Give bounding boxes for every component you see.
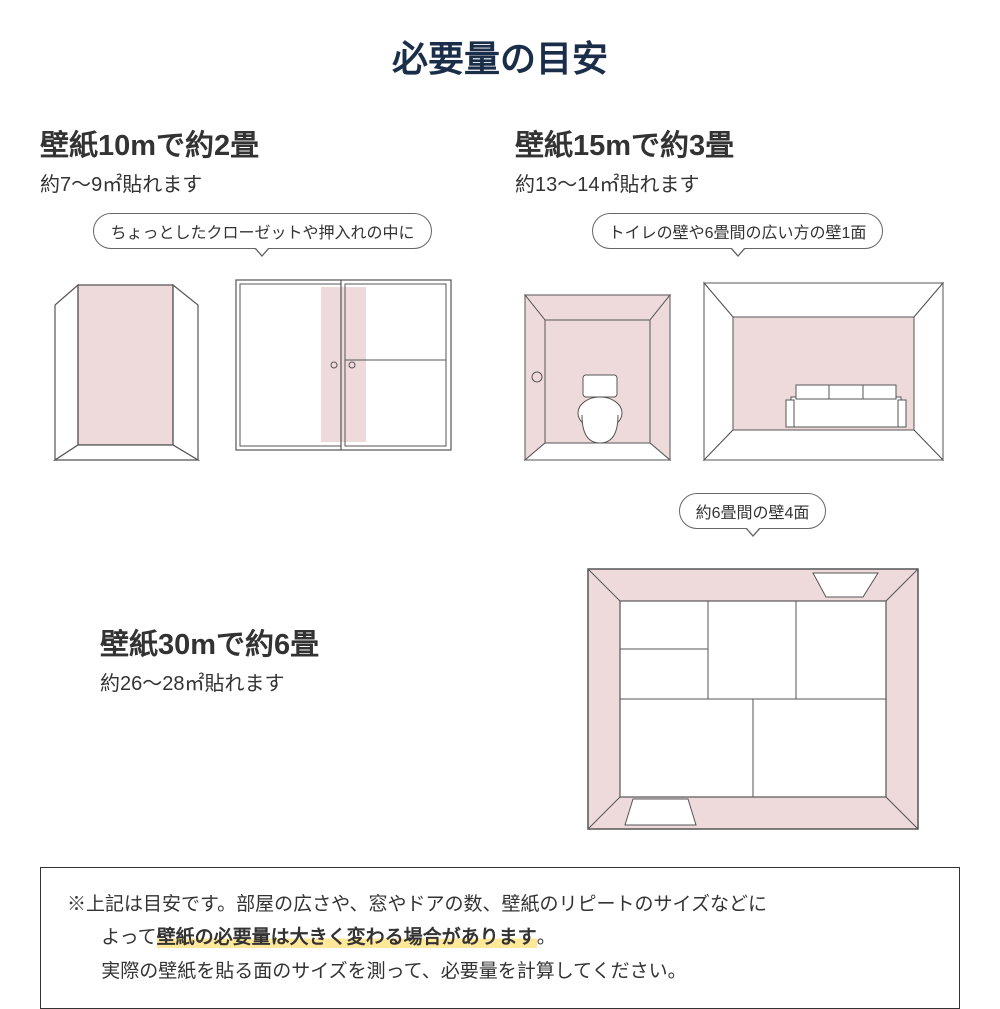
section-title: 壁紙15mで約3畳	[515, 122, 960, 164]
sliding-door-illustration	[226, 265, 461, 465]
caption-bubble: 約6畳間の壁4面	[679, 493, 827, 529]
toilet-room-illustration	[515, 265, 680, 465]
section-15m: 壁紙15mで約3畳 約13〜14㎡貼れます トイレの壁や6畳間の広い方の壁1面	[515, 122, 960, 465]
note-box: ※上記は目安です。部屋の広さや、窓やドアの数、壁紙のリピートのサイズなどに よっ…	[40, 867, 960, 1009]
section-subtitle: 約26〜28㎡貼れます	[100, 667, 515, 696]
note-line-3: 実際の壁紙を貼る面のサイズを測って、必要量を計算してください。	[67, 955, 933, 988]
closet-open-illustration	[40, 265, 210, 465]
caption-bubble: トイレの壁や6畳間の広い方の壁1面	[592, 213, 884, 249]
section-30m: 壁紙30mで約6畳 約26〜28㎡貼れます 約6畳間の壁4面	[40, 493, 960, 839]
six-tatami-room-illustration	[578, 559, 928, 839]
section-title: 壁紙10mで約2畳	[40, 122, 485, 164]
section-subtitle: 約7〜9㎡貼れます	[40, 168, 485, 197]
note-line-1: ※上記は目安です。部屋の広さや、窓やドアの数、壁紙のリピートのサイズなどに	[67, 888, 933, 921]
section-subtitle: 約13〜14㎡貼れます	[515, 168, 960, 197]
sections-grid: 壁紙10mで約2畳 約7〜9㎡貼れます ちょっとしたクローゼットや押入れの中に	[40, 122, 960, 465]
section-title: 壁紙30mで約6畳	[100, 621, 515, 663]
note-line-2: よって壁紙の必要量は大きく変わる場合があります。	[67, 921, 933, 954]
main-title: 必要量の目安	[40, 30, 960, 82]
caption-bubble: ちょっとしたクローゼットや押入れの中に	[93, 213, 431, 249]
living-room-illustration	[696, 265, 951, 465]
section-10m: 壁紙10mで約2畳 約7〜9㎡貼れます ちょっとしたクローゼットや押入れの中に	[40, 122, 485, 465]
